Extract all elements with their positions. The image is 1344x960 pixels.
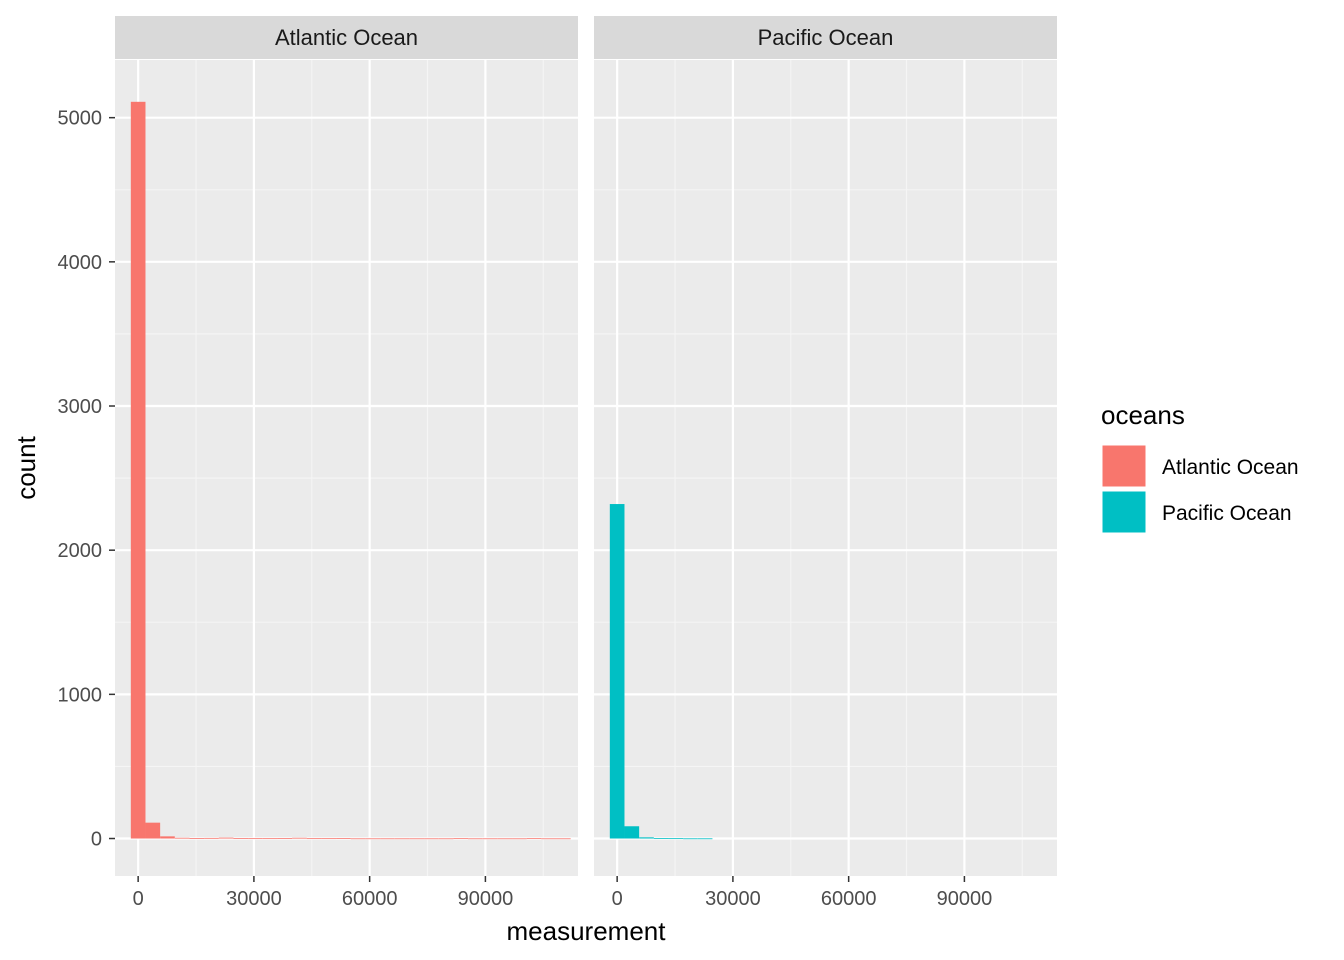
histogram-bar [218, 837, 234, 839]
histogram-bar [336, 838, 351, 839]
histogram-bar [189, 838, 205, 839]
x-tick-label: 0 [133, 888, 144, 910]
histogram-bar [668, 838, 684, 840]
histogram-bar [453, 838, 469, 840]
histogram-bar [394, 838, 410, 840]
histogram-bar [556, 838, 571, 840]
y-tick-label: 1000 [58, 684, 103, 706]
histogram-bar [262, 838, 278, 840]
histogram-bar [482, 838, 498, 840]
histogram-bar [609, 504, 625, 839]
histogram-bar [497, 838, 513, 840]
histogram-bar [365, 838, 381, 840]
legend-key-atlantic [1101, 444, 1147, 488]
x-tick-label: 0 [612, 888, 623, 910]
facet-panel-1: Pacific Ocean 0 30000 60000 90000 [594, 16, 1057, 910]
x-tick-label: 30000 [705, 888, 761, 910]
histogram-bar [541, 838, 557, 840]
histogram-bar [424, 838, 439, 840]
x-tick-label: 30000 [226, 888, 282, 910]
histogram-bar [438, 838, 454, 840]
histogram-bar [468, 838, 483, 840]
histogram-bar [160, 836, 175, 839]
histogram-bar [248, 838, 263, 840]
histogram-bar [277, 838, 293, 839]
panel-background [115, 60, 578, 876]
histogram-bar [292, 837, 307, 839]
histogram-bar [639, 837, 654, 839]
histogram-bar [683, 838, 698, 840]
facet-strip [594, 16, 1057, 59]
legend-title: oceans [1101, 400, 1185, 430]
histogram-bar [204, 837, 219, 839]
legend-label-atlantic: Atlantic Ocean [1162, 456, 1299, 479]
facet-strip-label: Atlantic Ocean [275, 25, 418, 50]
histogram-bar [380, 838, 395, 840]
legend-key-pacific [1101, 490, 1147, 534]
y-tick-label: 3000 [58, 396, 103, 418]
histogram-bar [526, 838, 542, 840]
panel-background [594, 60, 1057, 876]
histogram-bar [409, 838, 425, 840]
facet-strip [115, 16, 578, 59]
y-axis: 0 1000 2000 3000 4000 5000 [58, 108, 115, 851]
x-tick-label: 90000 [458, 888, 514, 910]
x-tick-label: 90000 [937, 888, 993, 910]
facet-panel-0: Atlantic Ocean 0 30000 60000 90000 [115, 16, 578, 910]
histogram-bar [697, 838, 713, 840]
histogram-bar [653, 838, 669, 839]
y-axis-title: count [11, 435, 41, 499]
histogram-bar [350, 838, 366, 840]
y-tick-label: 4000 [58, 252, 103, 274]
y-tick-label: 2000 [58, 540, 103, 562]
histogram-bar [145, 822, 161, 839]
x-tick-label: 60000 [342, 888, 398, 910]
x-axis-title: measurement [507, 916, 667, 946]
x-tick-label: 60000 [821, 888, 877, 910]
facet-strip-label: Pacific Ocean [758, 25, 894, 50]
histogram-bar [130, 101, 146, 839]
histogram-bar [174, 837, 190, 839]
y-tick-label: 5000 [58, 108, 103, 130]
histogram-bar [306, 838, 322, 840]
y-tick-label: 0 [91, 829, 102, 851]
histogram-bar [624, 826, 640, 839]
histogram-bar [512, 838, 527, 840]
histogram-bar [321, 838, 337, 840]
legend: oceans Atlantic Ocean Pacific Ocean [1101, 400, 1299, 534]
histogram-bar [233, 838, 249, 839]
legend-label-pacific: Pacific Ocean [1162, 502, 1292, 525]
